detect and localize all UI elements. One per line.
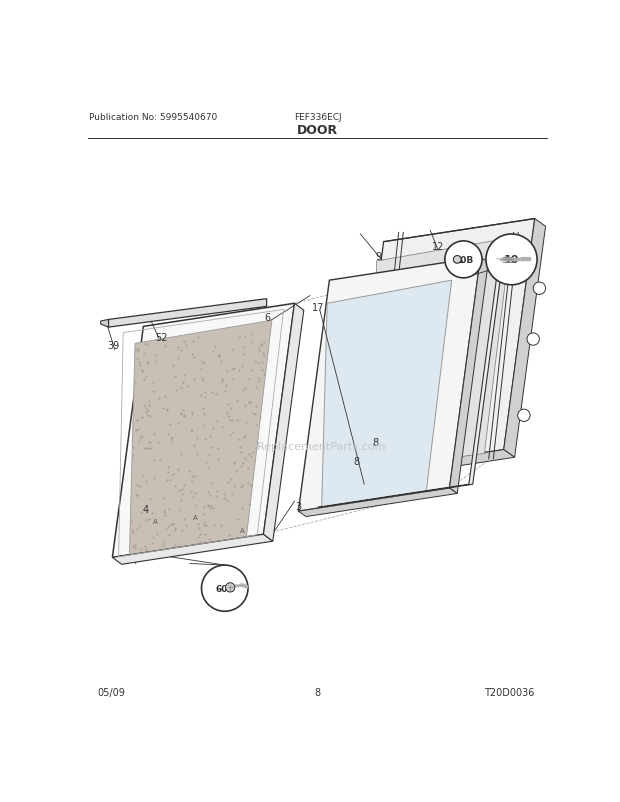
Text: 05/09: 05/09: [97, 687, 125, 697]
Text: 12: 12: [432, 241, 444, 251]
Text: 3: 3: [295, 501, 301, 511]
Text: A: A: [193, 515, 198, 520]
Polygon shape: [264, 304, 304, 541]
Text: 60B: 60B: [215, 584, 234, 593]
Polygon shape: [108, 299, 267, 328]
Text: 17: 17: [312, 302, 324, 313]
Polygon shape: [353, 450, 515, 480]
Text: DOOR: DOOR: [297, 124, 339, 136]
Text: 4: 4: [143, 504, 149, 514]
Circle shape: [527, 334, 539, 346]
Polygon shape: [353, 219, 534, 473]
Circle shape: [533, 283, 546, 295]
Text: FEF336ECJ: FEF336ECJ: [294, 113, 342, 122]
Polygon shape: [450, 257, 489, 494]
Polygon shape: [100, 320, 108, 328]
Circle shape: [202, 565, 248, 611]
Text: eReplacementParts.com: eReplacementParts.com: [250, 441, 386, 452]
Polygon shape: [372, 238, 511, 469]
Polygon shape: [298, 488, 458, 517]
Polygon shape: [322, 281, 451, 508]
Text: 8: 8: [373, 437, 379, 448]
Circle shape: [445, 241, 482, 278]
Circle shape: [453, 256, 461, 264]
Circle shape: [486, 235, 537, 286]
Text: 52: 52: [155, 333, 167, 342]
Text: A: A: [153, 519, 157, 525]
Text: 10B: 10B: [454, 256, 473, 265]
Text: T20D0036: T20D0036: [484, 687, 534, 697]
Text: 10: 10: [504, 255, 519, 265]
Polygon shape: [112, 304, 294, 557]
Polygon shape: [112, 535, 273, 565]
Polygon shape: [298, 257, 480, 512]
Text: 39: 39: [107, 340, 119, 350]
Text: 8: 8: [315, 687, 321, 697]
Text: A: A: [240, 528, 245, 534]
Polygon shape: [130, 321, 272, 555]
Text: 6: 6: [264, 313, 270, 322]
Circle shape: [226, 583, 235, 592]
Text: 9: 9: [375, 251, 381, 261]
Text: Publication No: 5995540670: Publication No: 5995540670: [89, 113, 218, 122]
Text: 8: 8: [353, 456, 360, 467]
Polygon shape: [503, 219, 546, 458]
Polygon shape: [317, 254, 503, 508]
Circle shape: [518, 410, 530, 422]
